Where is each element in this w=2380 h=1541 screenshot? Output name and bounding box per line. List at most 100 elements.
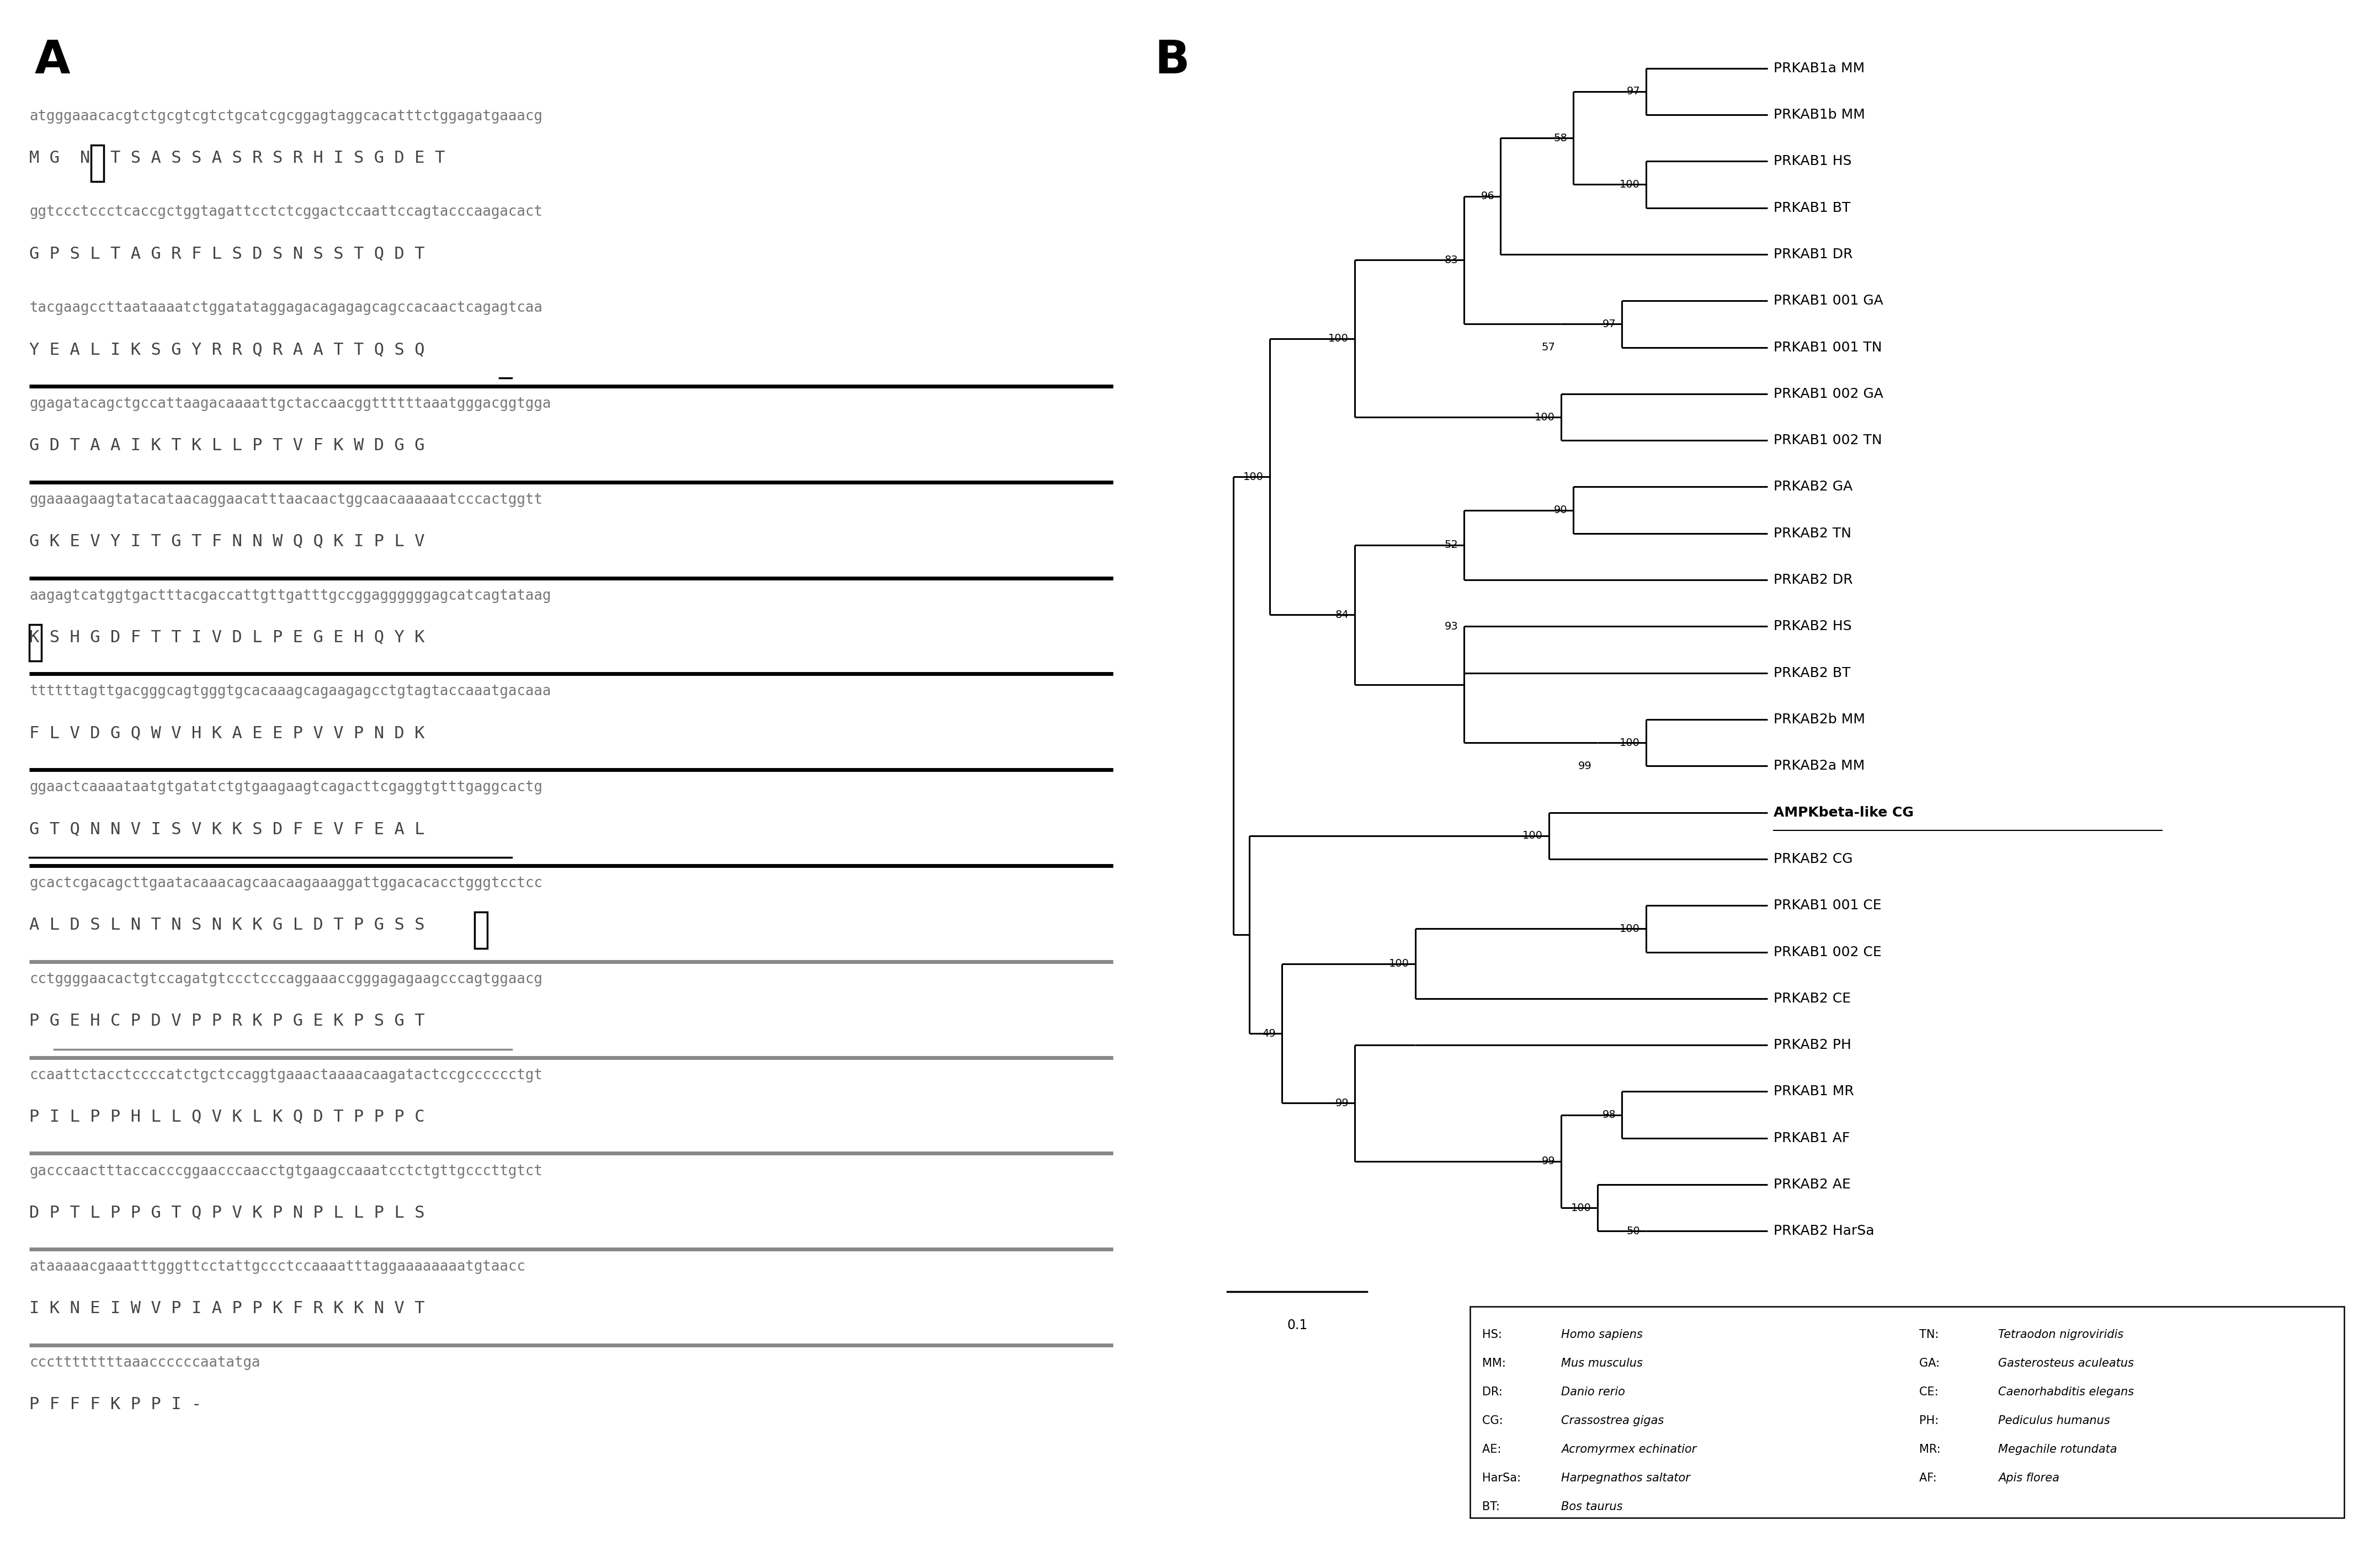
Text: 96: 96 [1480,191,1495,202]
Text: ggaactcaaaataatgtgatatctgtgaagaagtcagacttcgaggtgtttgaggcactg: ggaactcaaaataatgtgatatctgtgaagaagtcagact… [29,780,543,795]
Text: Homo sapiens: Homo sapiens [1561,1330,1642,1341]
Text: 100: 100 [1621,738,1640,747]
Text: Y E A L I K S G Y R R Q R A A T T Q S Q: Y E A L I K S G Y R R Q R A A T T Q S Q [29,342,424,358]
Text: Bos taurus: Bos taurus [1561,1501,1623,1512]
Text: P F F F K P P I -: P F F F K P P I - [29,1396,202,1413]
Bar [1471,1307,2344,1518]
Text: F L V D G Q W V H K A E E P V V P N D K: F L V D G Q W V H K A E E P V V P N D K [29,726,424,741]
Text: ggtccctccctcaccgctggtagattcctctcggactccaattccagtacccaagacact: ggtccctccctcaccgctggtagattcctctcggactcca… [29,205,543,219]
Text: 99: 99 [1335,1097,1349,1108]
Text: 97: 97 [1602,319,1616,330]
Text: PRKAB1 001 TN: PRKAB1 001 TN [1773,341,1883,354]
Text: HarSa:: HarSa: [1483,1473,1526,1484]
Text: Crassostrea gigas: Crassostrea gigas [1561,1415,1664,1427]
Text: PRKAB2 AE: PRKAB2 AE [1773,1177,1852,1191]
Text: gcactcgacagcttgaatacaaacagcaacaagaaaggattggacacacctgggtcctcc: gcactcgacagcttgaatacaaacagcaacaagaaaggat… [29,877,543,891]
Text: 99: 99 [1542,1156,1554,1167]
Text: Mus musculus: Mus musculus [1561,1358,1642,1368]
Text: PRKAB1 BT: PRKAB1 BT [1773,202,1852,214]
Text: AF:: AF: [1918,1473,1940,1484]
Text: 98: 98 [1602,1110,1616,1120]
Text: ggagatacagctgccattaagacaaaattgctaccaacggttttttaaatgggacggtgga: ggagatacagctgccattaagacaaaattgctaccaacgg… [29,396,552,411]
Text: PRKAB1 002 CE: PRKAB1 002 CE [1773,945,1883,959]
Text: TN:: TN: [1918,1330,1942,1341]
Text: gacccaactttaccacccggaacccaacctgtgaagccaaatcctctgttgcccttgtct: gacccaactttaccacccggaacccaacctgtgaagccaa… [29,1163,543,1179]
Text: 50: 50 [1626,1225,1640,1236]
Text: PRKAB1 DR: PRKAB1 DR [1773,248,1852,260]
Text: PH:: PH: [1918,1415,1942,1427]
Text: I K N E I W V P I A P P K F R K K N V T: I K N E I W V P I A P P K F R K K N V T [29,1301,424,1316]
Text: PRKAB2 PH: PRKAB2 PH [1773,1039,1852,1051]
Text: Acromyrmex echinatior: Acromyrmex echinatior [1561,1444,1697,1455]
Text: cctggggaacactgtccagatgtccctcccaggaaaccgggagagaagcccagtggaacg: cctggggaacactgtccagatgtccctcccaggaaaccgg… [29,972,543,986]
Text: 100: 100 [1535,411,1554,422]
Text: PRKAB1 002 GA: PRKAB1 002 GA [1773,387,1883,401]
Text: PRKAB1 001 CE: PRKAB1 001 CE [1773,898,1883,912]
Bar [90,145,102,182]
Text: G D T A A I K T K L L P T V F K W D G G: G D T A A I K T K L L P T V F K W D G G [29,438,424,453]
Text: PRKAB2 TN: PRKAB2 TN [1773,527,1852,539]
Text: BT:: BT: [1483,1501,1504,1512]
Text: M G  N  T S A S S A S R S R H I S G D E T: M G N T S A S S A S R S R H I S G D E T [29,149,445,166]
Text: 100: 100 [1390,959,1409,969]
Bar [29,624,40,661]
Text: CE:: CE: [1918,1387,1942,1398]
Text: cccttttttttaaaccccccaatatga: cccttttttttaaaccccccaatatga [29,1356,259,1370]
Text: 99: 99 [1578,761,1592,770]
Text: PRKAB2 GA: PRKAB2 GA [1773,481,1852,493]
Text: Tetraodon nigroviridis: Tetraodon nigroviridis [1999,1330,2123,1341]
Text: atgggaaacacgtctgcgtcgtctgcatcgcggagtaggcacatttctggagatgaaacg: atgggaaacacgtctgcgtcgtctgcatcgcggagtaggc… [29,109,543,123]
Text: ataaaaacgaaatttgggttcctattgccctccaaaatttaggaaaaaaaatgtaacc: ataaaaacgaaatttgggttcctattgccctccaaaattt… [29,1261,526,1274]
Text: Harpegnathos saltator: Harpegnathos saltator [1561,1473,1690,1484]
Text: K S H G D F T T I V D L P E G E H Q Y K: K S H G D F T T I V D L P E G E H Q Y K [29,629,424,646]
Text: Gasterosteus aculeatus: Gasterosteus aculeatus [1999,1358,2135,1368]
Text: MR:: MR: [1918,1444,1944,1455]
Text: B: B [1154,39,1190,83]
Text: PRKAB2 HS: PRKAB2 HS [1773,619,1852,633]
Text: tacgaagccttaataaaatctggatataggagacagagagcagccacaactcagagtcaa: tacgaagccttaataaaatctggatataggagacagagag… [29,300,543,316]
Text: 100: 100 [1621,179,1640,190]
Text: PRKAB2 CE: PRKAB2 CE [1773,992,1852,1005]
Text: ggaaaagaagtatacataacaggaacatttaacaactggcaacaaaaaatcccactggtt: ggaaaagaagtatacataacaggaacatttaacaactggc… [29,493,543,507]
Text: A L D S L N T N S N K K G L D T P G S S: A L D S L N T N S N K K G L D T P G S S [29,917,424,932]
Text: PRKAB2 BT: PRKAB2 BT [1773,666,1852,680]
Text: PRKAB1 AF: PRKAB1 AF [1773,1131,1849,1145]
Text: G K E V Y I T G T F N N W Q Q K I P L V: G K E V Y I T G T F N N W Q Q K I P L V [29,533,424,550]
Text: MM:: MM: [1483,1358,1509,1368]
Text: 93: 93 [1445,621,1459,632]
Text: 100: 100 [1242,472,1264,482]
Text: 100: 100 [1328,333,1349,344]
Text: 100: 100 [1621,923,1640,934]
Text: 90: 90 [1554,505,1566,515]
Text: 100: 100 [1523,831,1542,841]
Text: PRKAB1 001 GA: PRKAB1 001 GA [1773,294,1883,308]
Text: PRKAB2b MM: PRKAB2b MM [1773,713,1866,726]
Text: 84: 84 [1335,610,1349,619]
Text: PRKAB2a MM: PRKAB2a MM [1773,760,1866,772]
Text: Caenorhabditis elegans: Caenorhabditis elegans [1999,1387,2135,1398]
Text: A: A [36,39,71,83]
Text: 0.1: 0.1 [1288,1319,1307,1331]
Bar [474,912,488,949]
Text: G T Q N N V I S V K K S D F E V F E A L: G T Q N N V I S V K K S D F E V F E A L [29,821,424,837]
Text: AMPKbeta-like CG: AMPKbeta-like CG [1773,806,1914,820]
Text: 52: 52 [1445,539,1459,550]
Text: PRKAB1a MM: PRKAB1a MM [1773,62,1866,76]
Text: PRKAB2 HarSa: PRKAB2 HarSa [1773,1225,1875,1237]
Text: DR:: DR: [1483,1387,1507,1398]
Text: PRKAB1 HS: PRKAB1 HS [1773,154,1852,168]
Text: 100: 100 [1571,1202,1592,1213]
Text: P I L P P H L L Q V K L K Q D T P P P C: P I L P P H L L Q V K L K Q D T P P P C [29,1110,424,1125]
Text: G P S L T A G R F L S D S N S S T Q D T: G P S L T A G R F L S D S N S S T Q D T [29,245,424,262]
Text: GA:: GA: [1918,1358,1944,1368]
Text: aagagtcatggtgactttacgaccattgttgatttgccggaggggggagcatcagtataag: aagagtcatggtgactttacgaccattgttgatttgccgg… [29,589,552,603]
Text: HS:: HS: [1483,1330,1507,1341]
Text: D P T L P P G T Q P V K P N P L L P L S: D P T L P P G T Q P V K P N P L L P L S [29,1205,424,1220]
Text: Danio rerio: Danio rerio [1561,1387,1626,1398]
Text: ccaattctacctccccatctgctccaggtgaaactaaaacaagatactccgcccccctgt: ccaattctacctccccatctgctccaggtgaaactaaaac… [29,1068,543,1082]
Text: 57: 57 [1542,342,1554,353]
Text: PRKAB2 CG: PRKAB2 CG [1773,852,1852,866]
Text: PRKAB1 002 TN: PRKAB1 002 TN [1773,433,1883,447]
Text: PRKAB1 MR: PRKAB1 MR [1773,1085,1854,1099]
Text: AE:: AE: [1483,1444,1504,1455]
